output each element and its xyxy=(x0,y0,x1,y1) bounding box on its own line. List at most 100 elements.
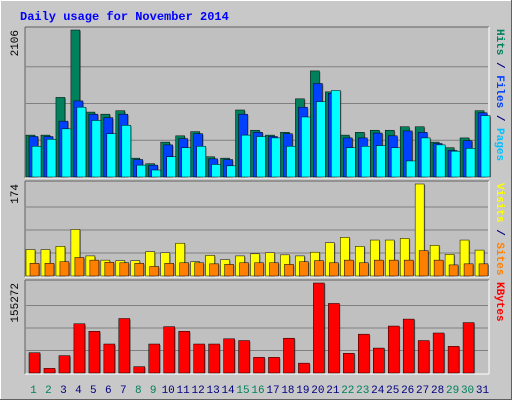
bar-sites-day-9: Sites 9: 18 xyxy=(149,266,159,277)
bar-pages-day-1: Pages 1: 440 xyxy=(31,146,42,178)
bar-pages-day-29: Pages 29: 370 xyxy=(450,150,461,178)
day-label: 2 xyxy=(45,385,52,397)
bar-kbytes-day-5: KBytes 5: 72000 xyxy=(88,331,101,374)
bar-sites-day-26: Sites 26: 30 xyxy=(403,259,414,277)
bar-kbytes-day-27: KBytes 27: 56000 xyxy=(417,340,430,374)
bar-pages-day-16: Pages 16: 580 xyxy=(256,136,266,178)
day-label: 21 xyxy=(326,385,340,397)
legend-entry: / xyxy=(493,223,505,243)
bar-kbytes-day-14: KBytes 14: 59000 xyxy=(223,338,235,374)
day-label: 17 xyxy=(266,385,279,397)
panel-legend: Visits / Sites xyxy=(493,183,505,275)
bar-pages-day-30: Pages 30: 410 xyxy=(465,148,476,178)
bar-pages-day-22: Pages 22: 420 xyxy=(346,147,356,178)
bar-sites-day-6: Sites 6: 26 xyxy=(104,262,115,277)
day-label: 4 xyxy=(75,385,82,397)
day-label: 11 xyxy=(177,385,191,397)
day-label: 5 xyxy=(90,385,97,397)
bar-sites-day-13: Sites 13: 23 xyxy=(209,263,219,277)
day-label: 8 xyxy=(135,385,142,397)
bar-kbytes-day-16: KBytes 16: 27000 xyxy=(253,357,265,374)
day-label: 26 xyxy=(401,385,414,397)
bar-kbytes-day-3: KBytes 3: 30000 xyxy=(58,355,71,374)
bar-kbytes-day-10: KBytes 10: 80000 xyxy=(163,326,175,374)
bar-pages-day-23: Pages 23: 440 xyxy=(361,146,371,178)
day-label: 12 xyxy=(192,385,205,397)
bar-pages-day-18: Pages 18: 440 xyxy=(286,146,296,178)
bar-sites-day-4: Sites 4: 35 xyxy=(74,257,85,277)
day-label: 15 xyxy=(236,385,249,397)
bar-sites-day-14: Sites 14: 22 xyxy=(224,264,234,277)
bar-kbytes-day-30: KBytes 30: 87000 xyxy=(462,322,475,374)
legend-entry: Pages xyxy=(493,128,505,161)
bar-sites-day-28: Sites 28: 30 xyxy=(433,259,444,277)
bar-sites-day-1: Sites 1: 24 xyxy=(29,263,40,277)
bar-kbytes-day-15: KBytes 15: 56000 xyxy=(238,340,250,374)
bar-sites-day-19: Sites 19: 27 xyxy=(299,261,309,277)
bar-kbytes-day-24: KBytes 24: 43000 xyxy=(373,347,385,374)
bar-sites-day-8: Sites 8: 24 xyxy=(134,263,145,277)
chart-panels: 2106 Hits / Files / PagesHits 1: 600Hits … xyxy=(10,26,505,375)
bar-pages-day-26: Pages 26: 230 xyxy=(405,160,416,178)
day-label: 20 xyxy=(311,385,324,397)
day-label: 14 xyxy=(221,385,235,397)
series-pages: Pages 1: 440 Pages 2: 540 Pages 3: 690 Page… xyxy=(31,90,492,178)
bar-pages-day-19: Pages 19: 860 xyxy=(301,116,311,178)
bar-pages-day-3: Pages 3: 690 xyxy=(61,128,72,178)
bar-kbytes-day-4: KBytes 4: 85000 xyxy=(73,323,86,374)
bar-kbytes-day-1: KBytes 1: 35000 xyxy=(28,352,41,374)
panel-kbytes: 155272 KBytes KBytes 1: 35000KBytes 2: 800… xyxy=(10,279,505,375)
bar-kbytes-day-7: KBytes 7: 94000 xyxy=(118,318,131,374)
bar-pages-day-4: Pages 4: 1000 xyxy=(76,106,87,178)
day-label: 29 xyxy=(446,385,459,397)
bar-kbytes-day-29: KBytes 29: 46000 xyxy=(447,346,460,374)
bar-pages-day-11: Pages 11: 420 xyxy=(181,147,191,178)
panel-visits_sites: 174 Visits / SitesVisits 1: 50Visits 2: 5… xyxy=(10,180,505,278)
day-label: 18 xyxy=(281,385,294,397)
bar-kbytes-day-22: KBytes 22: 34000 xyxy=(343,353,355,374)
bar-pages-day-7: Pages 7: 740 xyxy=(121,125,132,178)
bar-sites-day-23: Sites 23: 25 xyxy=(359,262,369,277)
legend-entry: KBytes xyxy=(493,282,505,322)
bar-sites-day-3: Sites 3: 27 xyxy=(59,261,70,277)
bar-sites-day-2: Sites 2: 24 xyxy=(44,263,55,277)
bar-kbytes-day-18: KBytes 18: 60000 xyxy=(283,337,295,374)
y-axis-max-label: 2106 xyxy=(10,30,22,56)
bar-kbytes-day-13: KBytes 13: 50000 xyxy=(208,343,220,374)
bar-sites-day-18: Sites 18: 22 xyxy=(284,264,294,277)
bar-pages-day-27: Pages 27: 560 xyxy=(420,137,431,178)
day-label: 27 xyxy=(416,385,429,397)
day-label: 25 xyxy=(386,385,399,397)
day-label: 3 xyxy=(60,385,67,397)
bar-kbytes-day-26: KBytes 26: 93000 xyxy=(402,318,415,374)
bar-pages-day-20: Pages 20: 1080 xyxy=(316,101,326,178)
bar-pages-day-12: Pages 12: 440 xyxy=(196,146,206,178)
day-label: 24 xyxy=(371,385,385,397)
day-label: 9 xyxy=(150,385,157,397)
day-label: 1 xyxy=(30,385,37,397)
bar-kbytes-day-19: KBytes 19: 17000 xyxy=(298,362,310,374)
bar-pages-day-31: Pages 31: 880 xyxy=(480,115,491,178)
bar-pages-day-24: Pages 24: 450 xyxy=(376,145,386,178)
bar-kbytes-day-23: KBytes 23: 67000 xyxy=(358,333,370,374)
series-sites: Sites 1: 24 Sites 2: 24 Sites 3: 27 Sites 4… xyxy=(29,250,490,277)
legend-entry: Sites xyxy=(493,242,505,275)
y-axis-max-label: 174 xyxy=(10,184,22,204)
bar-pages-day-10: Pages 10: 290 xyxy=(166,156,176,178)
bar-kbytes-day-8: KBytes 8: 11000 xyxy=(133,366,146,374)
panel-legend: Hits / Files / Pages xyxy=(493,29,505,161)
bar-kbytes-day-2: KBytes 2: 8000 xyxy=(43,368,56,374)
chart-title: Daily usage for November 2014 xyxy=(20,10,229,24)
bar-kbytes-day-11: KBytes 11: 72000 xyxy=(178,331,190,374)
bar-sites-day-15: Sites 15: 25 xyxy=(239,262,249,277)
bar-kbytes-day-17: KBytes 17: 27000 xyxy=(268,357,280,374)
day-label: 6 xyxy=(105,385,112,397)
bar-sites-day-29: Sites 29: 21 xyxy=(448,264,459,277)
bar-kbytes-day-21: KBytes 21: 120000 xyxy=(328,303,340,374)
bar-kbytes-day-6: KBytes 6: 50000 xyxy=(103,343,116,374)
bar-pages-day-28: Pages 28: 460 xyxy=(435,144,446,178)
bar-pages-day-13: Pages 13: 180 xyxy=(211,164,221,178)
y-axis-max-label: 155272 xyxy=(10,283,22,323)
bar-sites-day-12: Sites 12: 25 xyxy=(194,262,204,277)
day-label: 22 xyxy=(341,385,354,397)
